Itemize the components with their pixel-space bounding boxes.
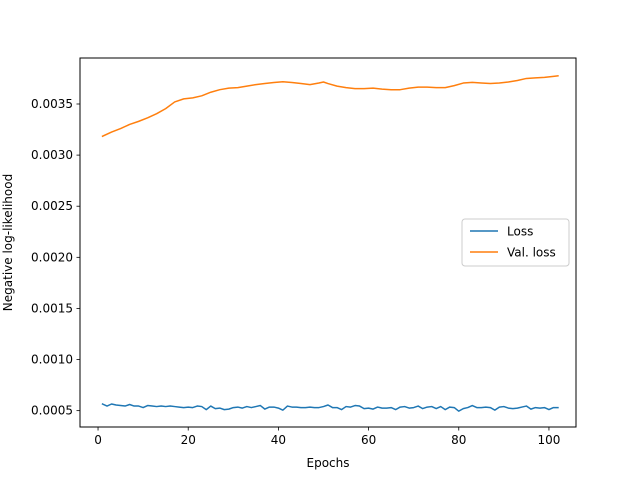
x-tick-label: 40	[271, 433, 286, 447]
y-tick-label: 0.0005	[31, 404, 73, 418]
y-tick-label: 0.0035	[31, 97, 73, 111]
y-tick-label: 0.0030	[31, 148, 73, 162]
x-tick-label: 100	[537, 433, 560, 447]
y-tick-label: 0.0025	[31, 199, 73, 213]
y-axis-ticks: 0.0005 0.0010 0.0015 0.0020 0.0025 0.0030 0.00…	[31, 97, 80, 418]
y-tick-label: 0.0020	[31, 250, 73, 264]
x-tick-label: 20	[181, 433, 196, 447]
series-line-2	[101, 75, 559, 138]
x-tick-label: 60	[361, 433, 376, 447]
plot-frame	[79, 57, 577, 428]
y-tick-label: 0.0010	[31, 353, 73, 367]
y-axis-label: Negative log-likelihood	[1, 174, 15, 311]
x-tick-label: 0	[94, 433, 102, 447]
legend-label: Loss	[507, 225, 533, 239]
y-tick-label: 0.0015	[31, 301, 73, 315]
series-line-1	[101, 403, 559, 412]
legend-label: Val. loss	[507, 246, 556, 260]
series-layer	[101, 75, 559, 412]
x-tick-label: 80	[451, 433, 466, 447]
legend: Loss Val. loss	[461, 218, 570, 267]
x-axis-ticks: 0 20 40 60 80 100	[94, 427, 560, 447]
x-axis-label: Epochs	[307, 456, 350, 470]
